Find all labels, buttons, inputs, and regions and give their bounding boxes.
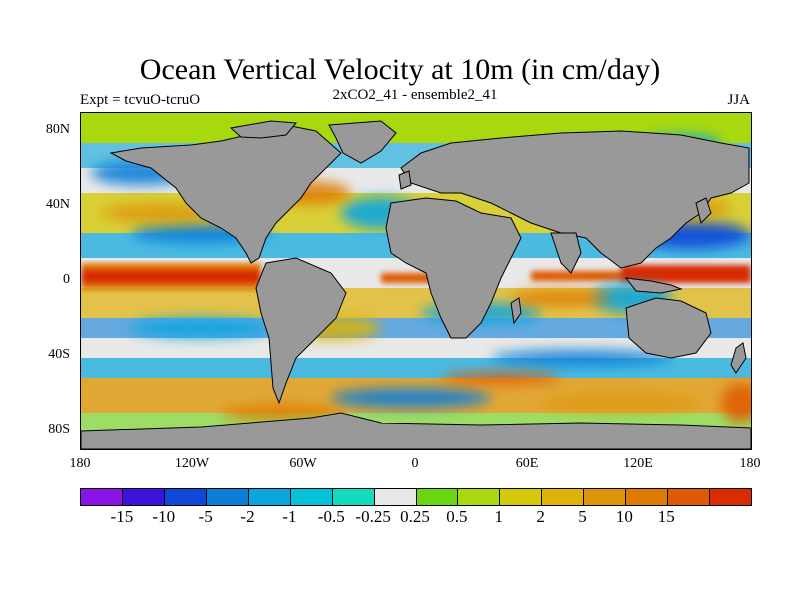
colorbar-label: -15 bbox=[110, 507, 134, 526]
south-america bbox=[255, 257, 347, 405]
colorbar-segment bbox=[122, 489, 165, 505]
colorbar-segment bbox=[710, 489, 751, 505]
colorbar-label: 0.25 bbox=[400, 507, 430, 526]
new-zealand bbox=[730, 342, 747, 374]
colorbar-label: 1 bbox=[494, 507, 504, 526]
map-canvas bbox=[81, 113, 751, 449]
colorbar-segment bbox=[248, 489, 291, 505]
colorbar-segment bbox=[206, 489, 249, 505]
arctic-islands bbox=[229, 120, 298, 139]
ensemble-label: 2xCO2_41 - ensemble2_41 bbox=[332, 87, 498, 103]
lon-tick-60e: 60E bbox=[515, 456, 539, 471]
japan bbox=[695, 197, 712, 224]
colorbar-label: -0.25 bbox=[355, 507, 391, 526]
lat-tick-0: 0 bbox=[63, 272, 70, 287]
colorbar-label: 15 bbox=[657, 507, 675, 526]
colorbar-segment bbox=[332, 489, 375, 505]
africa bbox=[385, 197, 522, 339]
lat-tick-80n: 80N bbox=[45, 122, 70, 137]
colorbar-segment bbox=[81, 489, 123, 505]
lon-tick-0: 0 bbox=[411, 456, 419, 471]
map-panel bbox=[80, 112, 752, 450]
plot-title: Ocean Vertical Velocity at 10m (in cm/da… bbox=[139, 53, 661, 86]
lat-tick-40n: 40N bbox=[45, 197, 70, 212]
indonesia bbox=[624, 277, 683, 294]
greenland bbox=[328, 120, 397, 164]
colorbar-segment bbox=[584, 489, 627, 505]
colorbar-label: -2 bbox=[240, 507, 255, 526]
lon-tick-180w: 180 bbox=[69, 456, 91, 471]
colorbar-segment bbox=[542, 489, 585, 505]
lat-tick-40s: 40S bbox=[48, 347, 70, 362]
british-isles bbox=[398, 170, 412, 190]
lat-tick-80s: 80S bbox=[48, 422, 70, 437]
colorbar-segment bbox=[626, 489, 669, 505]
colorbar-label: 5 bbox=[578, 507, 587, 526]
experiment-label: Expt = tcvuO-tcruO bbox=[80, 92, 201, 108]
antarctica bbox=[81, 412, 751, 449]
season-label: JJA bbox=[727, 92, 750, 108]
lon-tick-60w: 60W bbox=[289, 456, 317, 471]
colorbar-segment bbox=[374, 489, 417, 505]
colorbar-segment bbox=[290, 489, 333, 505]
eurasia bbox=[400, 130, 750, 269]
land-masses bbox=[81, 120, 751, 449]
colorbar-segment bbox=[458, 489, 501, 505]
colorbar bbox=[80, 488, 752, 506]
colorbar-segment bbox=[500, 489, 543, 505]
colorbar-label: -5 bbox=[198, 507, 213, 526]
lon-tick-120w: 120W bbox=[174, 456, 210, 471]
australia bbox=[625, 297, 712, 359]
colorbar-label: -0.5 bbox=[317, 507, 345, 526]
colorbar-label: 0.5 bbox=[446, 507, 468, 526]
colorbar-label: 10 bbox=[615, 507, 633, 526]
colorbar-segment bbox=[416, 489, 459, 505]
india bbox=[550, 232, 582, 274]
lon-tick-180e: 180 bbox=[739, 456, 761, 471]
lon-tick-120e: 120E bbox=[623, 456, 653, 471]
colorbar-label: 2 bbox=[536, 507, 545, 526]
madagascar bbox=[510, 297, 522, 325]
colorbar-segment bbox=[164, 489, 207, 505]
colorbar-segment bbox=[668, 489, 711, 505]
colorbar-label: -10 bbox=[152, 507, 176, 526]
colorbar-label: -1 bbox=[282, 507, 297, 526]
